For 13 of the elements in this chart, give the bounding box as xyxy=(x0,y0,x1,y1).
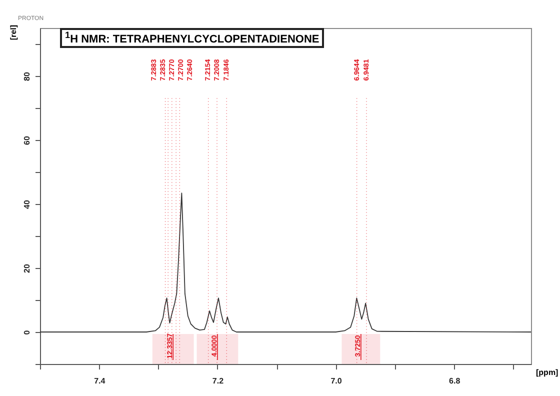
x-tick-label: 7.2 xyxy=(212,376,224,386)
y-tick-label: 20 xyxy=(22,264,32,273)
x-tick-label: 7.4 xyxy=(94,376,106,386)
x-tick-label: 6.8 xyxy=(449,376,461,386)
x-axis-title: [ppm] xyxy=(536,368,558,377)
chart-title: $^{1}$H NMR: TETRAPHENYLCYCLOPENTADIENONE xyxy=(60,28,324,48)
y-axis-title: [rel] xyxy=(9,24,18,40)
line-series xyxy=(40,192,532,332)
x-tick-label: 7.0 xyxy=(330,376,342,386)
y-tick-label: 60 xyxy=(22,136,32,145)
y-tick-label: 40 xyxy=(22,200,32,209)
y-tick-label: 80 xyxy=(22,72,32,81)
y-tick-label: 0 xyxy=(22,330,32,335)
